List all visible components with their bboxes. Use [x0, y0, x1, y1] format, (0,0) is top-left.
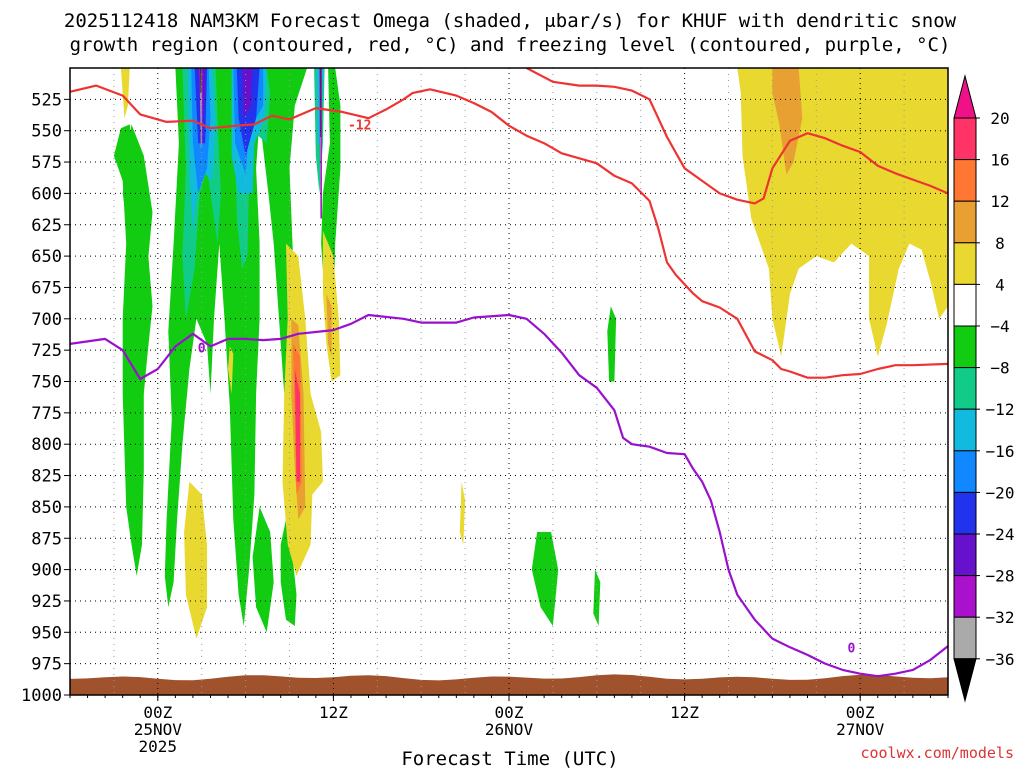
x-tick-label: 12Z: [670, 703, 699, 722]
colorbar-label: −12: [986, 400, 1015, 419]
omega-shaded-region: [320, 68, 322, 137]
colorbar-label: 4: [995, 275, 1005, 294]
colorbar-bin: [953, 242, 977, 285]
y-tick-label: 550: [31, 122, 62, 142]
contour-line: [70, 313, 948, 678]
contour-label: 0: [848, 641, 856, 656]
omega-shaded-region: [531, 532, 559, 626]
y-tick-label: 525: [31, 90, 62, 110]
colorbar-label: −24: [986, 525, 1015, 544]
colorbar-bin: [953, 200, 977, 244]
omega-shaded-region: [280, 519, 297, 626]
chart-title-line2: growth region (contoured, red, °C) and f…: [70, 34, 951, 56]
omega-shaded-region: [120, 68, 130, 119]
colorbar-bin: [953, 575, 977, 618]
y-tick-label: 950: [31, 623, 62, 643]
colorbar-label: 16: [990, 151, 1009, 170]
colorbar-bin: [953, 283, 977, 327]
colorbar-label: −36: [986, 650, 1015, 669]
colorbar-over-triangle: [953, 74, 977, 119]
colorbar-bin: [953, 367, 977, 410]
y-tick-label: 825: [31, 467, 62, 487]
contour-label: -12: [348, 118, 371, 133]
omega-shaded-region: [228, 346, 234, 394]
colorbar-label: −4: [990, 317, 1009, 336]
colorbar: 20 16 12 8 4 −4 −8 −12 −16 −20 −24 −28 −32 −36: [953, 74, 1015, 703]
y-tick-label: 900: [31, 561, 62, 581]
y-tick-label: 850: [31, 498, 62, 518]
colorbar-label: −8: [990, 359, 1009, 378]
x-tick-label: 26NOV: [485, 720, 534, 739]
omega-shaded-region: [242, 68, 253, 119]
colorbar-label: −16: [986, 442, 1015, 461]
x-tick-label: 27NOV: [836, 720, 885, 739]
x-tick-label: 00Z: [495, 703, 524, 722]
y-tick-label: 575: [31, 153, 62, 173]
x-tick-label: 2025: [139, 737, 178, 756]
credit-text[interactable]: coolwx.com/models: [860, 744, 1014, 762]
colorbar-bin: [953, 450, 977, 493]
x-tick-label: 00Z: [846, 703, 875, 722]
y-tick-label: 600: [31, 184, 62, 204]
colorbar-label: −20: [986, 483, 1015, 502]
plot-area: 0 0 -12: [70, 68, 948, 695]
y-tick-label: 675: [31, 278, 62, 298]
chart-title-line1: 2025112418 NAM3KM Forecast Omega (shaded…: [64, 10, 957, 32]
omega-shaded-region: [184, 481, 207, 639]
y-tick-label: 975: [31, 655, 62, 675]
y-tick-label: 1000: [21, 686, 62, 706]
y-tick-label: 925: [31, 592, 62, 612]
omega-shaded-region: [772, 68, 803, 175]
colorbar-label: −28: [986, 567, 1015, 586]
omega-shaded-region: [593, 569, 601, 626]
colorbar-label: 20: [990, 109, 1009, 128]
plot-content: 0 0 -12: [70, 68, 948, 695]
omega-shaded-region: [459, 481, 466, 545]
omega-shaded-region: [236, 68, 260, 156]
omega-shaded-region: [164, 68, 308, 626]
contour-line: [526, 68, 948, 205]
contour-line: [70, 84, 948, 379]
y-tick-label: 725: [31, 341, 62, 361]
terrain-band: [70, 674, 948, 695]
colorbar-under-triangle: [953, 658, 977, 703]
omega-shaded-region: [737, 68, 948, 357]
omega-shaded-region: [322, 231, 341, 382]
colorbar-bin: [953, 491, 977, 535]
omega-shaded-region: [294, 369, 300, 482]
colorbar-label: 12: [990, 192, 1009, 211]
colorbar-bin: [953, 325, 977, 369]
y-tick-label: 775: [31, 404, 62, 424]
omega-shaded-region: [607, 306, 617, 382]
contour-label: 0: [198, 342, 206, 357]
colorbar-bin: [953, 616, 977, 660]
y-tick-label: 700: [31, 310, 62, 330]
x-tick-label: 12Z: [319, 703, 348, 722]
colorbar-label: −32: [986, 608, 1015, 627]
y-tick-label: 875: [31, 529, 62, 549]
colorbar-bin: [953, 533, 977, 577]
colorbar-bin: [953, 159, 977, 202]
y-tick-label: 800: [31, 435, 62, 455]
colorbar-bin: [953, 408, 977, 452]
omega-shaded-region: [252, 506, 274, 633]
x-tick-label: 25NOV: [134, 720, 183, 739]
y-tick-label: 650: [31, 247, 62, 267]
x-axis-title: Forecast Time (UTC): [401, 748, 618, 768]
colorbar-bin: [953, 117, 977, 161]
y-tick-label: 625: [31, 216, 62, 236]
y-tick-label: 750: [31, 373, 62, 393]
omega-shaded-region: [122, 124, 153, 307]
omega-shaded-region: [200, 68, 202, 94]
axes: 525 550 575 600 625 650 675 700 725 750 775 800 825 8…: [21, 67, 949, 756]
omega-shaded-region: [326, 293, 332, 357]
x-tick-label: 00Z: [143, 703, 172, 722]
colorbar-label: 8: [995, 234, 1005, 253]
